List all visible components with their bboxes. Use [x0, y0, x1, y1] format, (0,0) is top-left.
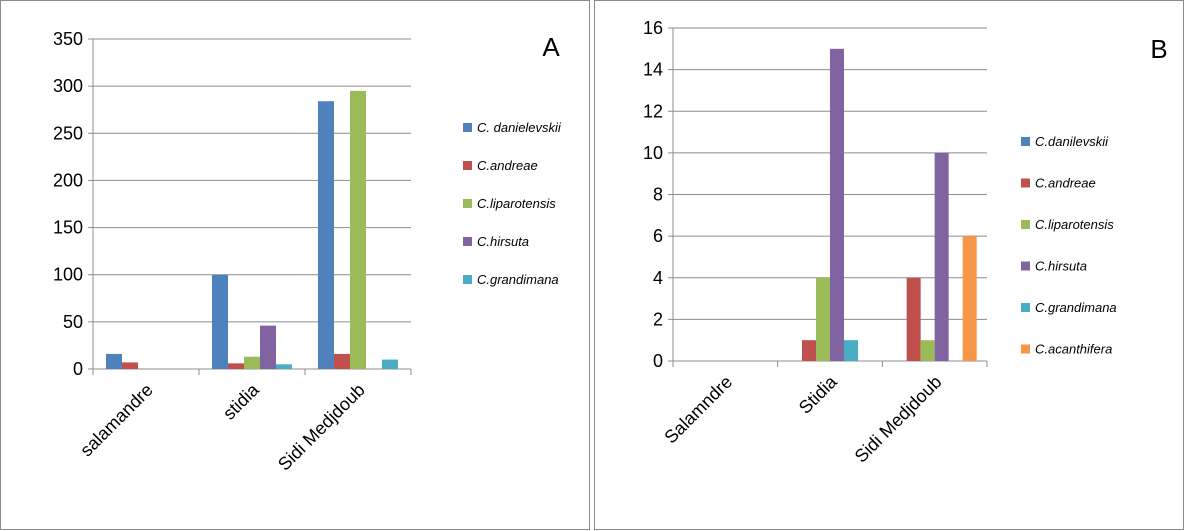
a-bar	[260, 325, 276, 369]
a-legend-label: C.andreae	[477, 158, 538, 173]
b-bar	[816, 277, 830, 361]
a-y-tick-label: 300	[53, 76, 83, 96]
chart-panel-b: 0 2 4 6 8 10 12 14 16 Salamndre Stidia Sidi Medjdou…	[594, 0, 1184, 530]
a-bar	[350, 90, 366, 369]
b-bar	[962, 236, 977, 361]
b-legend-swatch	[1021, 220, 1030, 229]
b-y-tick-label: 2	[653, 309, 663, 329]
a-category-label: stidia	[219, 379, 264, 424]
b-category-label: Stidia	[795, 371, 842, 418]
a-bar	[228, 363, 244, 369]
b-category-label: Salamndre	[660, 372, 736, 448]
a-legend-label: C.liparotensis	[477, 196, 556, 211]
b-y-tick-label: 8	[653, 185, 663, 205]
b-panel-letter: B	[1150, 34, 1167, 64]
b-y-tick-label: 6	[653, 226, 663, 246]
a-y-tick-label: 200	[53, 170, 83, 190]
a-y-tick-label: 100	[53, 265, 83, 285]
b-legend-label: C.acanthifera	[1035, 342, 1112, 357]
b-bar	[830, 48, 844, 361]
b-legend-label: C.andreae	[1035, 176, 1096, 191]
a-y-tick-label: 50	[63, 312, 83, 332]
b-bar	[802, 340, 816, 361]
a-bar	[212, 274, 228, 369]
a-panel-letter: A	[542, 32, 560, 62]
a-legend-swatch	[463, 123, 472, 132]
b-y-tick-label: 16	[643, 18, 663, 38]
a-legend-label: C.grandimana	[477, 272, 559, 287]
b-y-tick-label: 0	[653, 351, 663, 371]
a-category-label: Sidi Medjdoub	[274, 380, 369, 475]
b-y-tick-label: 14	[643, 60, 663, 80]
b-legend-label: C.liparotensis	[1035, 217, 1114, 232]
chart-a-svg: 0 50 100 150 200 250 300 350 salamandre stidia Sid…	[53, 29, 562, 475]
a-y-tick-label: 350	[53, 29, 83, 49]
b-bar	[934, 152, 949, 361]
a-bar	[106, 353, 122, 369]
a-bar	[122, 362, 138, 369]
b-bar	[920, 340, 935, 361]
b-y-tick-label: 12	[643, 101, 663, 121]
a-legend-swatch	[463, 199, 472, 208]
b-legend-swatch	[1021, 344, 1030, 354]
chart-b-svg: 0 2 4 6 8 10 12 14 16 Salamndre Stidia Sidi Medjdou…	[643, 18, 1168, 467]
b-legend-swatch	[1021, 303, 1030, 312]
a-legend-swatch	[463, 237, 472, 246]
chart-panel-a: 0 50 100 150 200 250 300 350 salamandre stidia Sid…	[0, 0, 590, 530]
b-bar	[844, 340, 858, 361]
a-category-label: salamandre	[76, 380, 157, 461]
a-y-tick-label: 150	[53, 218, 83, 238]
a-legend-label: C. danielevskii	[477, 120, 562, 135]
b-legend-label: C.hirsuta	[1035, 259, 1087, 274]
b-legend-swatch	[1021, 261, 1030, 271]
a-legend-swatch	[463, 161, 472, 170]
a-bar	[382, 359, 398, 369]
b-legend-label: C.grandimana	[1035, 300, 1117, 315]
b-legend-swatch	[1021, 137, 1030, 146]
a-bar	[318, 101, 334, 369]
b-y-tick-label: 4	[653, 268, 663, 288]
a-legend-swatch	[463, 275, 472, 284]
b-category-label: Sidi Medjdoub	[851, 372, 946, 467]
a-bar	[334, 353, 350, 369]
a-legend-label: C.hirsuta	[477, 234, 529, 249]
a-y-tick-label: 250	[53, 123, 83, 143]
b-legend-label: C.danilevskii	[1035, 134, 1109, 149]
b-legend-swatch	[1021, 178, 1030, 188]
b-bar	[906, 277, 921, 361]
a-y-tick-label: 0	[73, 359, 83, 379]
a-bar	[244, 356, 260, 369]
b-y-tick-label: 10	[643, 143, 663, 163]
a-bar	[276, 364, 292, 369]
